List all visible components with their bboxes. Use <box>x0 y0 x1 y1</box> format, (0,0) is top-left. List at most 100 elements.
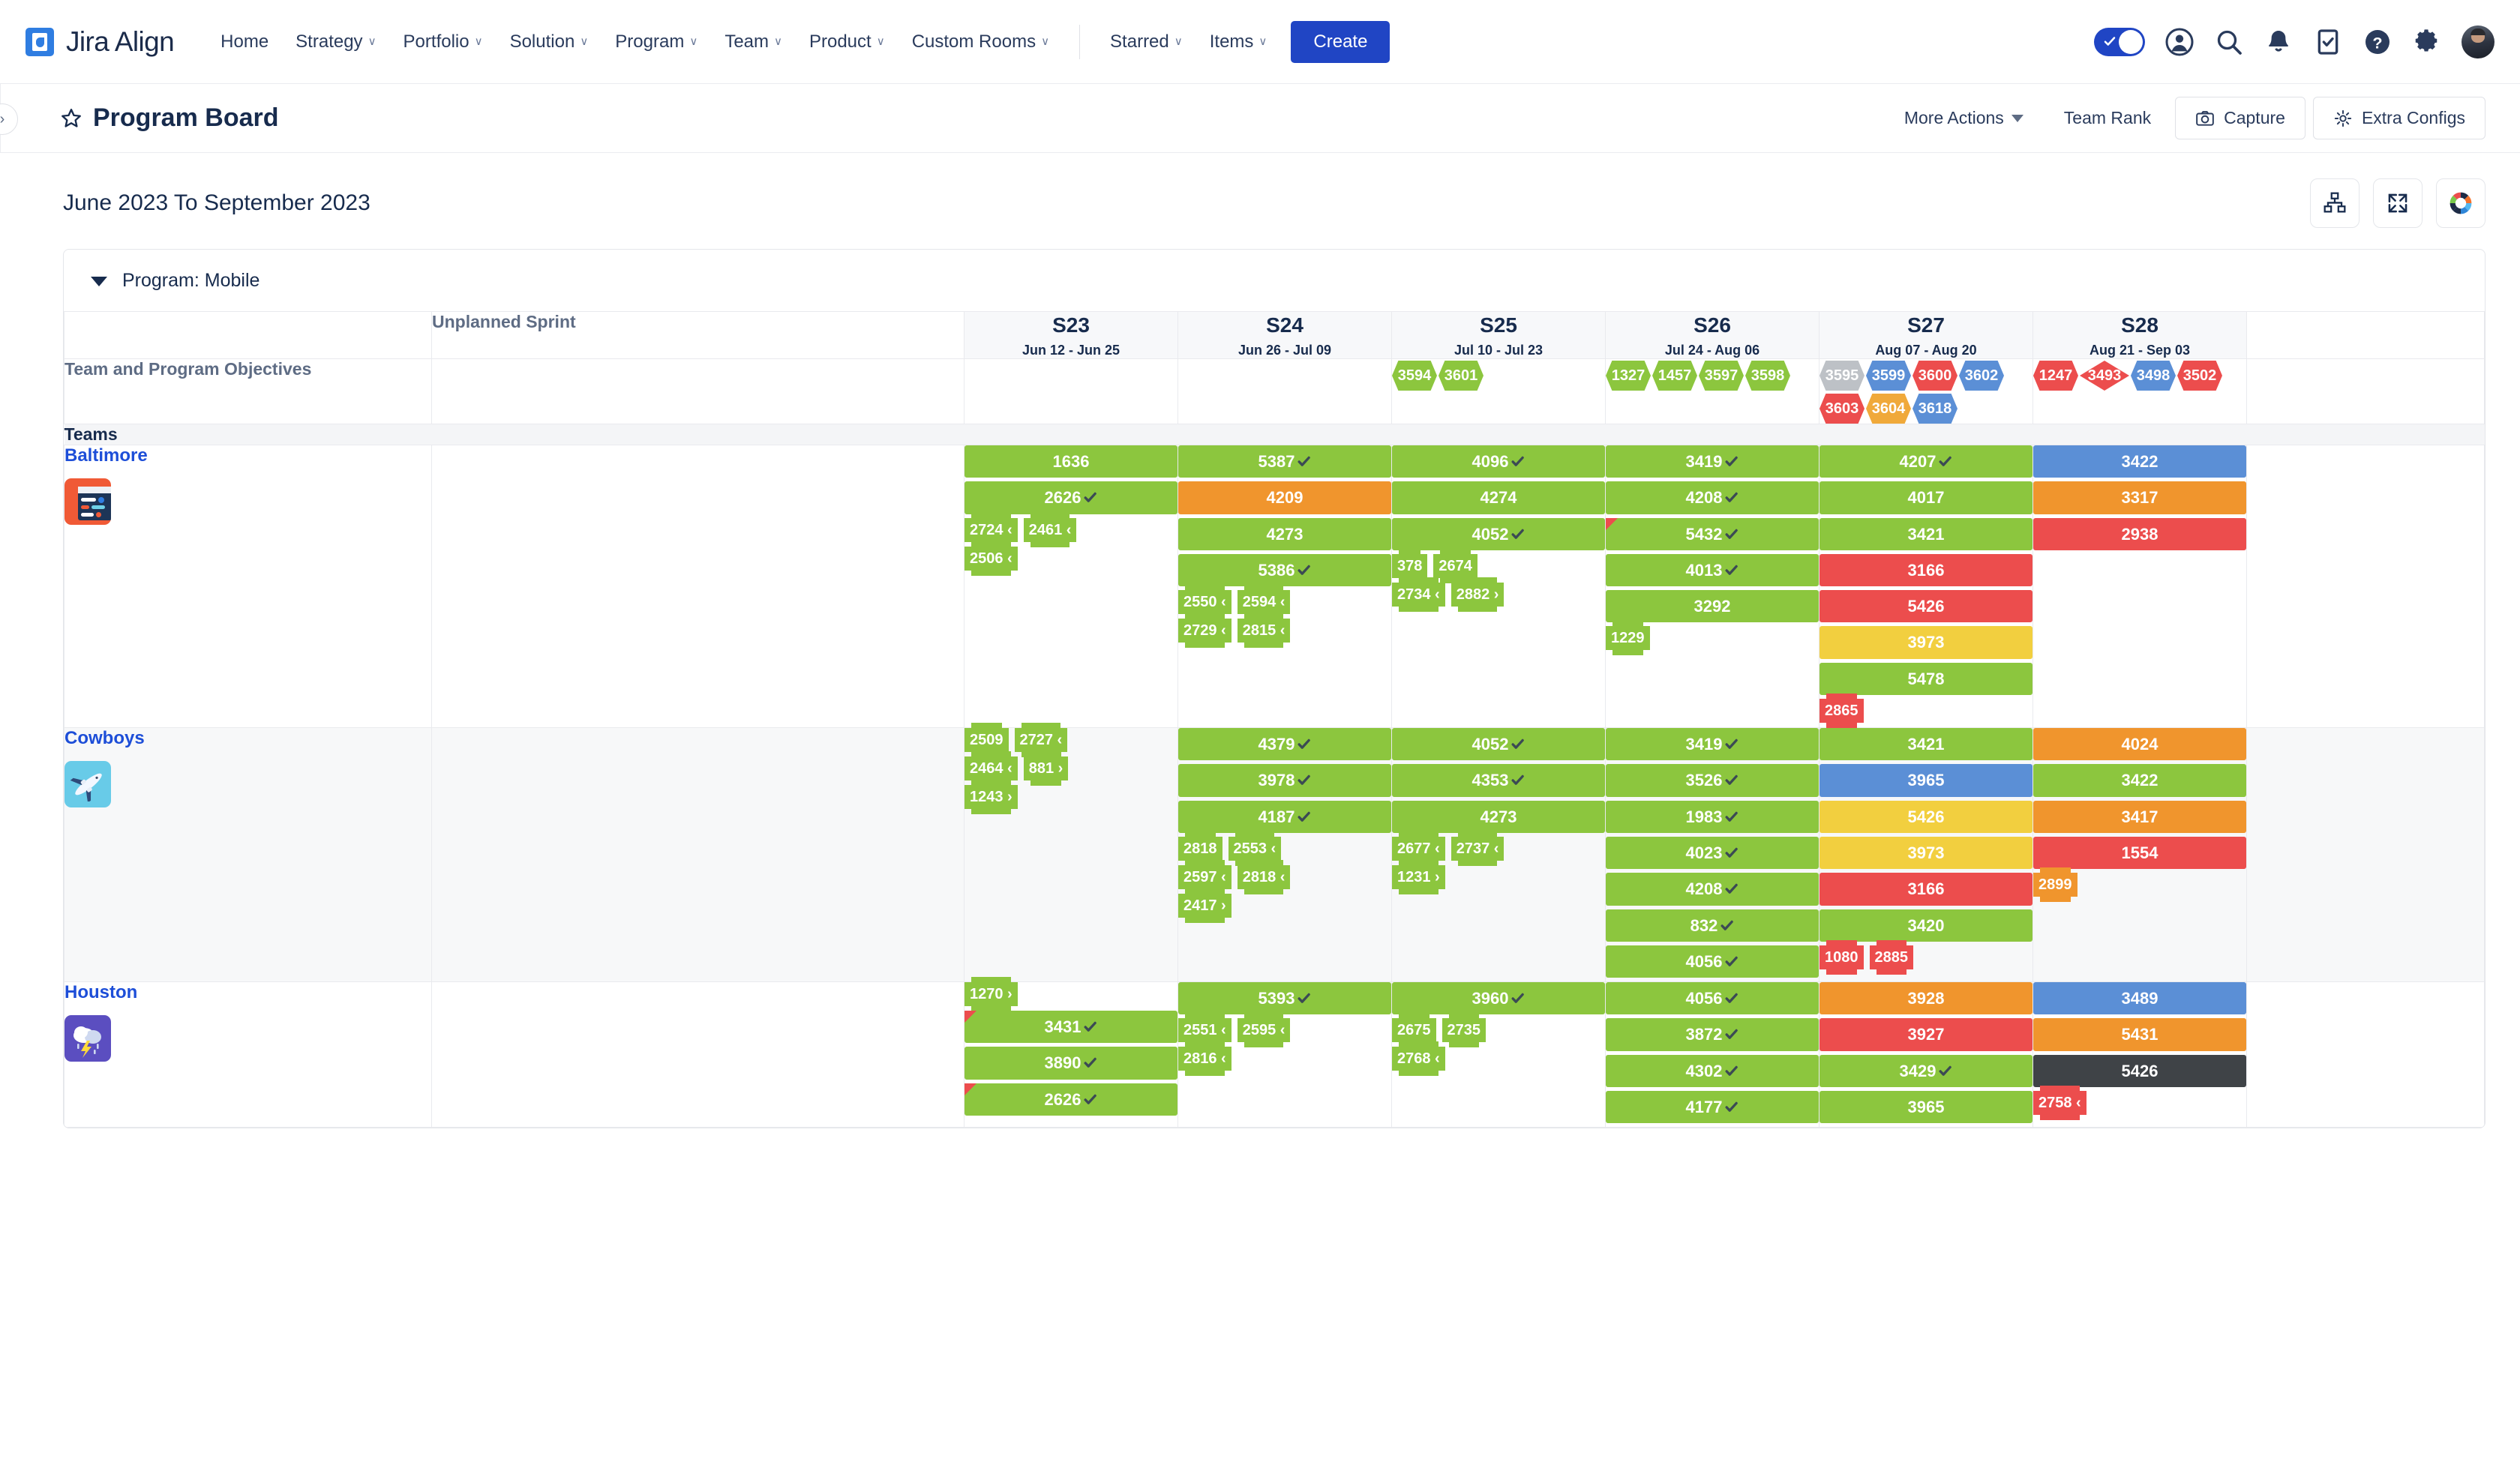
feature-chip[interactable]: 2674 <box>1433 548 1478 583</box>
work-item-card[interactable]: 4274 <box>1392 481 1605 514</box>
feature-chip[interactable]: 2464 ‹ <box>964 751 1018 786</box>
feature-chip[interactable]: 2506 ‹ <box>964 541 1018 576</box>
objective-chip[interactable]: 3618 <box>1912 394 1958 424</box>
feature-chip[interactable]: 2594 ‹ <box>1237 585 1291 620</box>
feature-chip[interactable]: 2818 ‹ <box>1237 859 1291 894</box>
work-item-card[interactable]: 3526 <box>1606 764 1819 797</box>
feature-chip[interactable]: 2675 <box>1392 1013 1436 1048</box>
help-icon[interactable]: ? <box>2362 27 2392 57</box>
feature-chip[interactable]: 2899 <box>2033 867 2078 903</box>
work-item-card[interactable]: 4023 <box>1606 836 1819 870</box>
jira-align-logo[interactable]: Jira Align <box>26 26 175 58</box>
nav-item-portfolio[interactable]: Portfolio ∨ <box>390 24 496 60</box>
nav-item-home[interactable]: Home <box>207 24 282 60</box>
objectives-cell-S25[interactable]: 3594 3601 <box>1391 358 1606 424</box>
nav-item-program[interactable]: Program ∨ <box>602 24 711 60</box>
create-button[interactable]: Create <box>1291 20 1390 63</box>
objectives-cell-S27[interactable]: 3595 3599 3600 3602 3603 3604 3618 <box>1819 358 2033 424</box>
sprint-cell-Houston-S26[interactable]: 4056 3872 4302 4177 <box>1605 981 1820 1128</box>
sprint-cell-Baltimore-S27[interactable]: 4207 4017 3421 3166 5426 3973 5478 2865 <box>1819 444 2033 729</box>
unplanned-cell-Baltimore[interactable] <box>431 444 964 729</box>
feature-chip[interactable]: 2551 ‹ <box>1178 1013 1232 1048</box>
work-item-card[interactable]: 4353 <box>1392 764 1605 797</box>
objective-chip[interactable]: 3597 <box>1699 361 1744 391</box>
work-item-card[interactable]: 4273 <box>1178 517 1391 550</box>
feature-chip[interactable]: 2550 ‹ <box>1178 585 1232 620</box>
tasks-icon[interactable] <box>2313 27 2343 57</box>
nav-item-strategy[interactable]: Strategy ∨ <box>282 24 389 60</box>
team-rank-link[interactable]: Team Rank <box>2063 108 2152 127</box>
nav-item-custom-rooms[interactable]: Custom Rooms ∨ <box>898 24 1063 60</box>
work-item-card[interactable]: 4052 <box>1392 517 1605 550</box>
feature-chip[interactable]: 2595 ‹ <box>1237 1013 1291 1048</box>
work-item-card[interactable]: 4177 <box>1606 1091 1819 1124</box>
sprint-cell-Houston-S28[interactable]: 3489 5431 5426 2758 ‹ <box>2032 981 2247 1128</box>
work-item-card[interactable]: 3431 <box>964 1011 1178 1044</box>
objective-chip[interactable]: 3602 <box>1959 361 2004 391</box>
sprint-header-S23[interactable]: S23 Jun 12 - Jun 25 <box>964 311 1178 359</box>
objective-chip[interactable]: 3598 <box>1745 361 1790 391</box>
work-item-card[interactable]: 5393 <box>1178 982 1391 1015</box>
team-name-link[interactable]: Cowboys <box>64 728 145 749</box>
feature-chip[interactable]: 881 › <box>1023 751 1069 786</box>
objectives-cell-S23[interactable] <box>964 358 1178 424</box>
feature-chip[interactable]: 2735 <box>1442 1013 1486 1048</box>
work-item-card[interactable]: 3317 <box>2033 481 2246 514</box>
work-item-card[interactable]: 5431 <box>2033 1018 2246 1051</box>
objective-chip[interactable]: 3599 <box>1866 361 1911 391</box>
feature-chip[interactable]: 2727 ‹ <box>1014 723 1068 758</box>
objective-chip[interactable]: 1457 <box>1652 361 1697 391</box>
user-avatar[interactable] <box>2462 25 2494 58</box>
objectives-cell-S28[interactable]: 1247 3493 3498 3502 <box>2032 358 2247 424</box>
work-item-card[interactable]: 2938 <box>2033 517 2246 550</box>
feature-chip[interactable]: 2553 ‹ <box>1228 831 1282 866</box>
sprint-cell-Houston-S25[interactable]: 3960 2675 2735 2768 ‹ <box>1391 981 1606 1128</box>
feature-chip[interactable]: 2729 ‹ <box>1178 613 1232 649</box>
nav-item-solution[interactable]: Solution ∨ <box>496 24 602 60</box>
objectives-cell-S24[interactable] <box>1178 358 1392 424</box>
sprint-cell-Houston-S24[interactable]: 5393 2551 ‹ 2595 ‹ 2816 ‹ <box>1178 981 1392 1128</box>
work-item-card[interactable]: 4208 <box>1606 481 1819 514</box>
feature-chip[interactable]: 378 <box>1392 548 1428 583</box>
fullscreen-button[interactable] <box>2373 178 2422 228</box>
feature-chip[interactable]: 2882 › <box>1450 577 1504 612</box>
color-legend-button[interactable] <box>2436 178 2486 228</box>
objective-chip[interactable]: 3594 <box>1392 361 1437 391</box>
work-item-card[interactable]: 3419 <box>1606 445 1819 478</box>
work-item-card[interactable]: 1554 <box>2033 836 2246 870</box>
feature-chip[interactable]: 2597 ‹ <box>1178 859 1232 894</box>
nav-item-team[interactable]: Team ∨ <box>711 24 796 60</box>
work-item-card[interactable]: 3872 <box>1606 1018 1819 1051</box>
nav-item-items[interactable]: Items ∨ <box>1196 24 1281 60</box>
work-item-card[interactable]: 4187 <box>1178 800 1391 833</box>
work-item-card[interactable]: 3429 <box>1820 1054 2032 1088</box>
feature-chip[interactable]: 2734 ‹ <box>1392 577 1445 612</box>
work-item-card[interactable]: 3978 <box>1178 764 1391 797</box>
objectives-cell-S26[interactable]: 1327 1457 3597 3598 <box>1605 358 1820 424</box>
program-collapse-header[interactable]: Program: Mobile <box>64 250 2485 311</box>
sprint-cell-Baltimore-S26[interactable]: 3419 4208 5432 4013 3292 1229 <box>1605 444 1820 729</box>
feature-chip[interactable]: 1229 <box>1606 621 1650 656</box>
team-name-link[interactable]: Houston <box>64 982 138 1003</box>
work-item-card[interactable]: 1983 <box>1606 800 1819 833</box>
work-item-card[interactable]: 3489 <box>2033 982 2246 1015</box>
feature-chip[interactable]: 2737 ‹ <box>1450 831 1504 866</box>
work-item-card[interactable]: 3166 <box>1820 553 2032 587</box>
work-item-card[interactable]: 3890 <box>964 1047 1178 1080</box>
objectives-unplanned-cell[interactable] <box>431 358 964 424</box>
work-item-card[interactable]: 4017 <box>1820 481 2032 514</box>
capture-button[interactable]: Capture <box>2175 97 2306 139</box>
objective-chip[interactable]: 3493 <box>2080 361 2129 391</box>
work-item-card[interactable]: 4096 <box>1392 445 1605 478</box>
work-item-card[interactable]: 3421 <box>1820 728 2032 761</box>
feature-chip[interactable]: 2509 <box>964 723 1009 758</box>
sprint-cell-Houston-S23[interactable]: 1270 › 3431 3890 2626 <box>964 977 1178 1128</box>
sprint-cell-Baltimore-S28[interactable]: 3422 3317 2938 <box>2032 444 2247 729</box>
objective-chip[interactable]: 3603 <box>1820 394 1864 424</box>
work-item-card[interactable]: 3973 <box>1820 626 2032 659</box>
sprint-cell-Cowboys-S27[interactable]: 3421 3965 5426 3973 3166 3420 1080 2885 <box>1819 727 2033 983</box>
work-item-card[interactable]: 4273 <box>1392 800 1605 833</box>
work-item-card[interactable]: 3421 <box>1820 517 2032 550</box>
feature-chip[interactable]: 1270 › <box>964 977 1018 1012</box>
work-item-card[interactable]: 4056 <box>1606 945 1819 978</box>
